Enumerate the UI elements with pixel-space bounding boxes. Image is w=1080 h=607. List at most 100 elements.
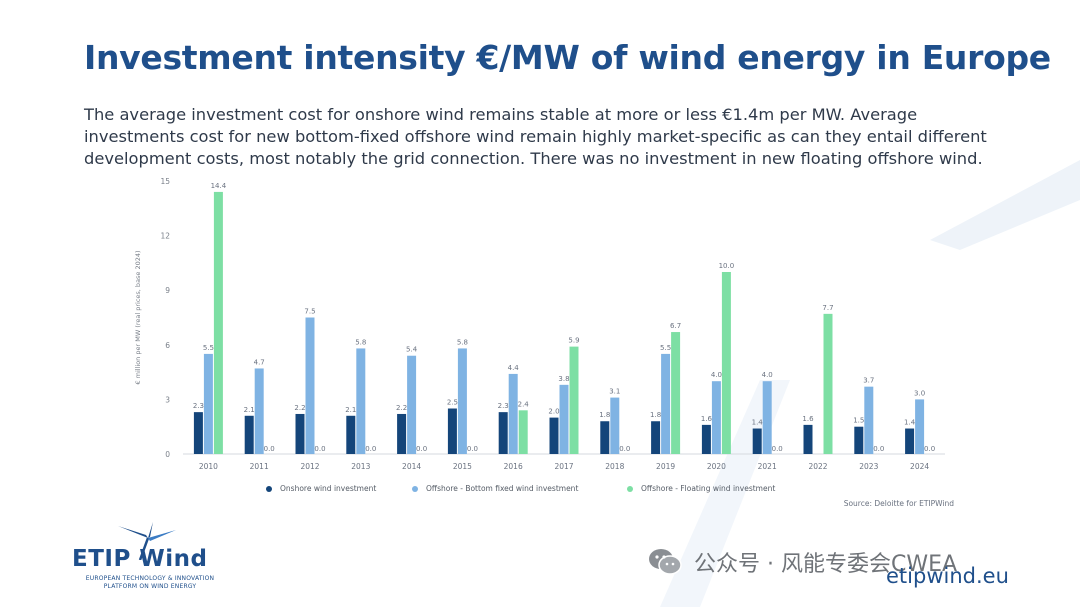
data-label-onshore: 1.4	[752, 419, 764, 427]
y-tick-label: 9	[165, 286, 170, 295]
bar-onshore	[600, 421, 610, 454]
bar-onshore	[498, 412, 508, 454]
legend-swatch-bottom-fixed	[412, 485, 418, 492]
bar-onshore	[244, 415, 254, 454]
slide-subtitle: The average investment cost for onshore …	[84, 105, 987, 168]
data-label-floating: 0.0	[365, 445, 376, 453]
data-label-bottom_fixed: 4.0	[762, 371, 773, 379]
data-label-onshore: 2.1	[345, 406, 356, 414]
data-label-bottom_fixed: 3.0	[914, 389, 925, 397]
watermark-text: 公众号 · 风能专委会CWEA	[694, 552, 958, 577]
x-tick-label: 2021	[758, 462, 777, 471]
legend-label-floating: Offshore - Floating wind investment	[641, 484, 776, 493]
bar-bottom_fixed	[356, 348, 366, 454]
wind-turbine-icon	[118, 522, 176, 560]
wechat-watermark: 公众号 · 风能专委会CWEA	[648, 546, 957, 578]
data-label-onshore: 1.6	[701, 415, 713, 423]
data-label-floating: 14.4	[211, 182, 227, 190]
bar-onshore	[752, 428, 762, 454]
data-label-bottom_fixed: 3.8	[558, 375, 569, 383]
data-label-bottom_fixed: 4.4	[508, 364, 520, 372]
bar-onshore	[905, 428, 915, 454]
wechat-icon	[649, 549, 682, 575]
data-label-bottom_fixed: 5.5	[660, 344, 671, 352]
data-label-bottom_fixed: 3.7	[863, 377, 874, 385]
data-label-floating: 6.7	[670, 322, 681, 330]
x-tick-label: 2015	[453, 462, 472, 471]
x-tick-label: 2012	[300, 462, 319, 471]
bar-bottom_fixed	[711, 381, 721, 454]
data-label-onshore: 2.2	[396, 404, 407, 412]
data-label-bottom_fixed: 4.7	[254, 358, 265, 366]
bar-floating	[213, 191, 223, 455]
etip-wind-logo: ETIP Wind EUROPEAN TECHNOLOGY & INNOVATI…	[70, 520, 230, 600]
bar-onshore	[397, 413, 407, 454]
x-tick-label: 2024	[910, 462, 929, 471]
data-label-floating: 0.0	[467, 445, 478, 453]
data-label-floating: 0.0	[772, 445, 783, 453]
data-label-onshore: 2.5	[447, 399, 458, 407]
bar-onshore	[549, 417, 559, 454]
bar-onshore	[193, 412, 203, 454]
logo-subtitle-line2: PLATFORM ON WIND ENERGY	[103, 583, 197, 590]
y-tick-label: 6	[165, 341, 170, 350]
y-tick-label: 0	[165, 450, 170, 459]
data-label-floating: 0.0	[873, 445, 884, 453]
data-label-floating: 7.7	[822, 304, 833, 312]
y-tick-label: 15	[160, 177, 170, 186]
bar-floating	[518, 410, 528, 454]
bar-bottom_fixed	[457, 348, 467, 454]
data-label-onshore: 1.6	[802, 415, 814, 423]
chart-legend: Onshore wind investment Offshore - Botto…	[0, 484, 1080, 498]
data-label-floating: 0.0	[264, 445, 275, 453]
data-label-bottom_fixed: 3.1	[609, 388, 620, 396]
bar-onshore	[447, 408, 457, 454]
data-label-bottom_fixed: 5.8	[457, 338, 468, 346]
y-tick-label: 3	[165, 395, 170, 404]
x-tick-label: 2023	[859, 462, 878, 471]
bar-bottom_fixed	[407, 355, 417, 454]
x-tick-label: 2019	[656, 462, 675, 471]
data-label-bottom_fixed: 5.8	[355, 338, 366, 346]
slide-title: Investment intensity €/MW of wind energy…	[84, 38, 1051, 77]
legend-label-onshore: Onshore wind investment	[280, 484, 377, 493]
data-label-floating: 10.0	[719, 262, 735, 270]
legend-item-floating: Offshore - Floating wind investment	[627, 484, 775, 493]
x-tick-label: 2011	[250, 462, 269, 471]
bar-floating	[569, 346, 579, 454]
data-label-onshore: 2.1	[244, 406, 255, 414]
bar-bottom_fixed	[254, 368, 264, 454]
legend-swatch-onshore	[266, 485, 272, 492]
data-label-bottom_fixed: 5.4	[406, 346, 418, 354]
data-label-onshore: 2.3	[193, 402, 204, 410]
bar-bottom_fixed	[610, 397, 620, 454]
data-label-onshore: 2.3	[498, 402, 509, 410]
data-label-floating: 0.0	[619, 445, 630, 453]
bar-bottom_fixed	[762, 381, 772, 454]
x-tick-label: 2010	[199, 462, 218, 471]
data-label-floating: 0.0	[416, 445, 427, 453]
bar-floating	[671, 332, 681, 454]
x-tick-label: 2016	[504, 462, 523, 471]
bar-bottom_fixed	[661, 353, 671, 454]
data-label-floating: 0.0	[314, 445, 325, 453]
bar-bottom_fixed	[508, 373, 518, 454]
data-label-floating: 2.4	[518, 400, 530, 408]
bar-bottom_fixed	[559, 384, 569, 454]
chart-source: Source: Deloitte for ETIPWind	[843, 499, 954, 508]
x-tick-label: 2013	[351, 462, 370, 471]
bar-bottom_fixed	[915, 399, 925, 454]
bar-onshore	[651, 421, 661, 454]
data-label-onshore: 1.8	[599, 411, 610, 419]
bar-floating	[823, 313, 833, 454]
logo-subtitle: EUROPEAN TECHNOLOGY & INNOVATION PLATFOR…	[70, 575, 230, 591]
bar-onshore	[295, 413, 305, 454]
data-label-onshore: 1.5	[853, 417, 864, 425]
bar-onshore	[854, 426, 864, 454]
logo-text: ETIP Wind	[72, 546, 208, 572]
website-link[interactable]: etipwind.eu	[886, 564, 1009, 588]
data-label-floating: 0.0	[924, 445, 935, 453]
x-tick-label: 2020	[707, 462, 726, 471]
bar-bottom_fixed	[203, 353, 213, 454]
data-label-bottom_fixed: 7.5	[304, 308, 315, 316]
